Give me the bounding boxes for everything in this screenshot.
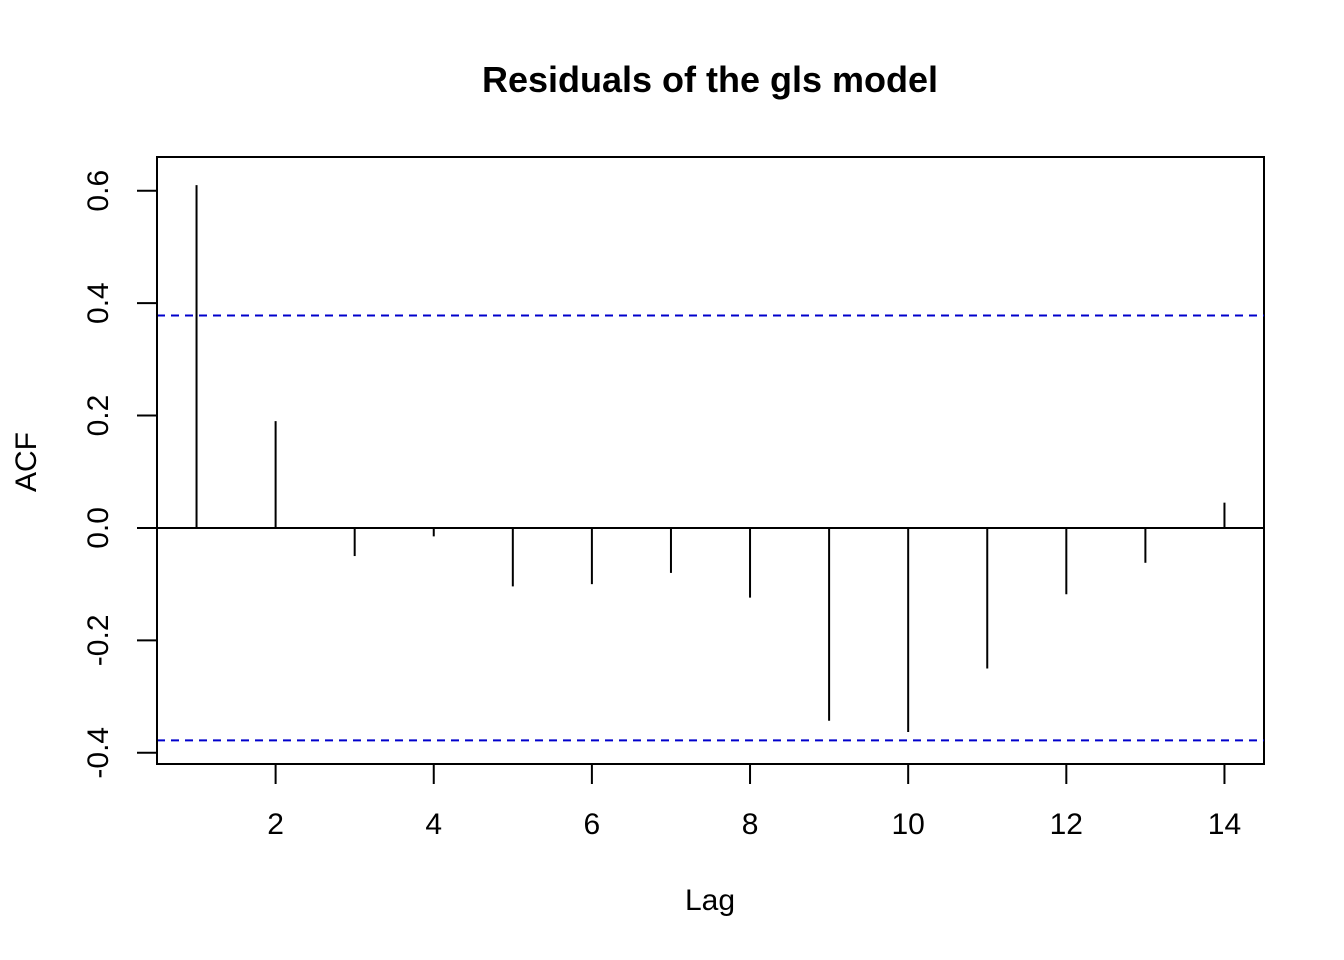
x-axis: 2 4 6 8 10 12 14 xyxy=(267,763,1241,841)
x-tick-label: 12 xyxy=(1050,808,1083,841)
x-tick-label: 14 xyxy=(1208,808,1241,841)
y-axis-label: ACF xyxy=(10,432,43,492)
y-tick-label: -0.2 xyxy=(82,615,115,667)
y-tick-label: 0.2 xyxy=(82,395,115,437)
y-tick-label: 0.6 xyxy=(82,170,115,212)
x-tick-label: 8 xyxy=(742,808,759,841)
y-tick-label: 0.4 xyxy=(82,282,115,324)
x-tick-label: 4 xyxy=(425,808,442,841)
x-tick-label: 2 xyxy=(267,808,284,841)
acf-bars-layer xyxy=(195,185,1226,732)
y-axis: -0.4 -0.2 0.0 0.2 0.4 0.6 xyxy=(82,170,158,779)
plot-frame xyxy=(156,156,1265,765)
x-tick-label: 10 xyxy=(891,808,924,841)
x-tick-label: 6 xyxy=(584,808,601,841)
chart-title: Residuals of the gls model xyxy=(482,59,938,100)
confidence-bounds-layer xyxy=(157,314,1264,742)
y-tick-label: 0.0 xyxy=(82,507,115,549)
x-axis-label: Lag xyxy=(685,884,735,917)
y-tick-label: -0.4 xyxy=(82,727,115,779)
